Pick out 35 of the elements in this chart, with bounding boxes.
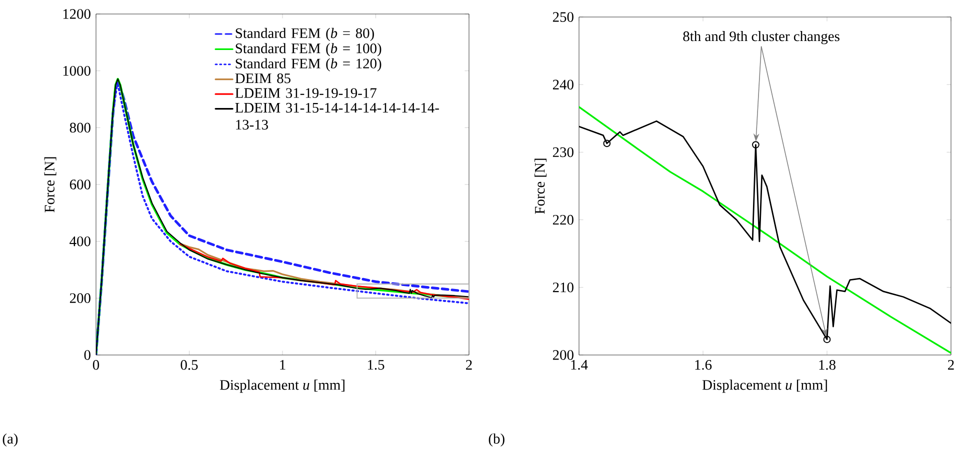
- annotation: 8th and 9th cluster changes: [683, 31, 840, 44]
- x-axis-title: Displacement u [mm]: [220, 380, 344, 393]
- x-tick-label: 2: [948, 360, 954, 370]
- x-tick-label: 2: [466, 360, 472, 370]
- text: (b): [488, 433, 504, 447]
- y-axis-title: Force [N]: [534, 158, 546, 214]
- legend-label: Standard FEM (b = 100): [236, 43, 382, 56]
- x-tick-label: 0: [92, 360, 100, 370]
- y-tick-label: 240: [552, 80, 574, 90]
- y-tick-label: 230: [552, 147, 574, 158]
- legend-label: LDEIM 31-19-19-19-17: [235, 88, 376, 98]
- legend-label: DEIM 85: [235, 73, 290, 84]
- y-tick-label: 0: [84, 350, 90, 360]
- y-tick-label: 210: [552, 282, 574, 292]
- y-tick-label: 400: [70, 236, 90, 246]
- y-tick-label: 220: [552, 214, 574, 225]
- y-tick-label: 200: [70, 293, 90, 304]
- x-tick-label: 1.4: [571, 360, 588, 370]
- legend-label: LDEIM 31-15-14-14-14-14-14-14-13-13: [235, 102, 439, 130]
- y-tick-label: 1200: [63, 9, 90, 19]
- y-tick-label: 1000: [63, 66, 90, 76]
- y-tick-label: 250: [552, 12, 574, 22]
- y-tick-label: 600: [70, 180, 90, 190]
- legend-label: Standard FEM (b = 80): [236, 28, 374, 42]
- x-tick-label: 1.5: [368, 360, 384, 370]
- legend-label: Standard FEM (b = 120): [236, 58, 382, 72]
- x-tick-label: 1.8: [819, 360, 836, 370]
- x-tick-label: 1.6: [695, 360, 712, 370]
- x-tick-label: 1: [280, 360, 286, 370]
- text: (a): [2, 433, 18, 447]
- y-tick-label: 800: [70, 122, 90, 133]
- x-tick-label: 0.5: [180, 360, 198, 370]
- x-axis-title: Displacement u [mm]: [702, 380, 827, 393]
- y-axis-title: Force [N]: [44, 157, 56, 212]
- y-tick-label: 200: [552, 350, 574, 360]
